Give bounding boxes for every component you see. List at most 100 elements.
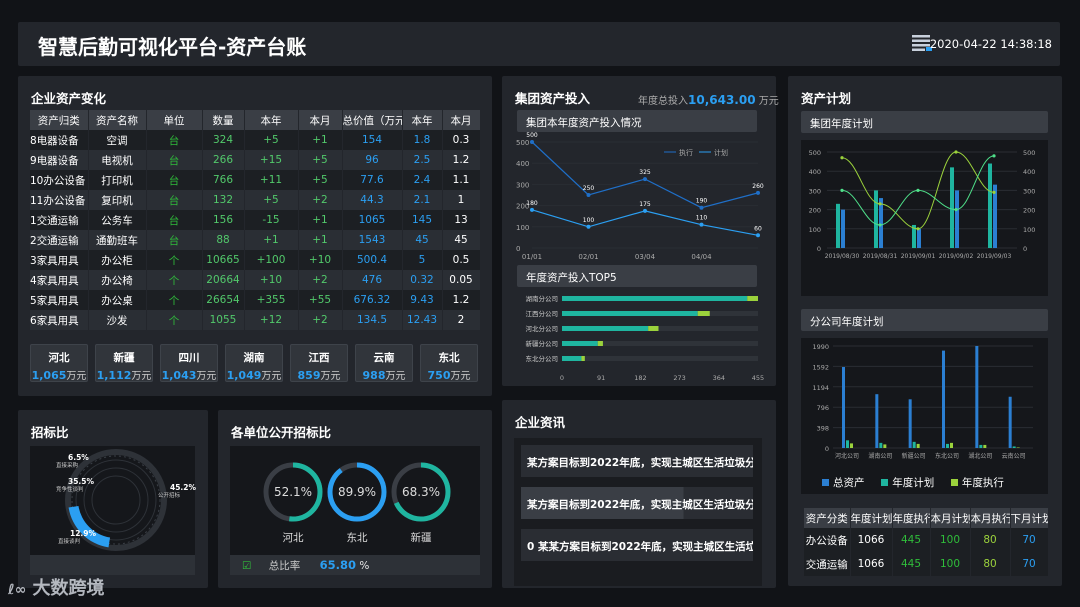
data-point <box>643 208 647 213</box>
logo-icon: ℓ∞ <box>8 582 27 598</box>
data-label: 110 <box>696 215 708 222</box>
bar <box>842 367 845 448</box>
y-tick-right: 0 <box>1023 245 1027 253</box>
table-row[interactable]: 5家具用具 办公桌个 26654 +355 +55 676.32 9.43 1.2 <box>30 290 481 310</box>
data-point <box>756 190 760 195</box>
data-label: 325 <box>639 169 651 176</box>
cell: 266 <box>202 150 245 170</box>
cell: 台 <box>146 130 203 150</box>
cell: 1066 <box>850 552 893 576</box>
cell: +10 <box>244 270 299 290</box>
cell: 2 <box>442 310 481 330</box>
data-label: 500 <box>526 132 538 139</box>
data-point <box>840 188 844 192</box>
calendar-icon[interactable] <box>912 35 932 51</box>
cell: 个 <box>146 310 203 330</box>
data-point <box>878 202 882 206</box>
cell-category: 9电器设备 <box>30 150 89 170</box>
asset-plan-title: 资产计划 <box>801 91 852 106</box>
legend-label: 执行 <box>679 148 693 157</box>
cell: 10665 <box>202 250 245 270</box>
y-tick: 300 <box>516 181 529 189</box>
table-row[interactable]: 1交通运输 公务车台 156 -15 +1 1065 145 13 <box>30 210 481 230</box>
table-row[interactable]: 10办公设备 打印机台 766 +11 +5 77.6 2.4 1.1 <box>30 170 481 190</box>
bar-track <box>562 341 758 346</box>
asset-change-title: 企业资产变化 <box>31 91 107 106</box>
news-item[interactable]: 某方案目标到2022年底，实现主城区生活垃圾分类 <box>521 445 753 477</box>
bar <box>874 190 878 248</box>
region-card[interactable]: 新疆 1,112万元 <box>95 344 153 382</box>
region-value: 750万元 <box>421 367 477 382</box>
data-label: 175 <box>639 201 651 208</box>
cell: 766 <box>202 170 245 190</box>
bar <box>562 341 598 346</box>
x-tick: 2019/09/02 <box>939 253 974 260</box>
y-tick: 200 <box>809 207 821 215</box>
region-name: 江西 <box>308 352 330 364</box>
column-header: 本年 <box>244 110 299 130</box>
bar <box>912 441 916 448</box>
legend-label: 计划 <box>714 148 728 157</box>
region-amount: 988 <box>362 369 386 382</box>
bar <box>988 163 992 248</box>
region-card[interactable]: 湖南 1,049万元 <box>225 344 283 382</box>
cell: +5 <box>244 130 299 150</box>
bar <box>946 443 949 448</box>
y-tick: 100 <box>516 224 529 232</box>
y-tick: 400 <box>516 160 529 168</box>
region-card[interactable]: 四川 1,043万元 <box>160 344 218 382</box>
data-point <box>699 222 704 227</box>
table-row[interactable]: 2交通运输 通勤班车台 88 +1 +1 1543 45 45 <box>30 230 481 250</box>
region-value: 1,112万元 <box>96 367 152 382</box>
x-tick: 新疆公司 <box>902 452 926 460</box>
table-row[interactable]: 9电器设备 电视机台 266 +15 +5 96 2.5 1.2 <box>30 150 481 170</box>
group-investment-panel: 集团资产投入 年度总投入10,643.00 万元 集团本年度资产投入情况 0 10… <box>502 76 779 386</box>
region-card[interactable]: 东北 750万元 <box>420 344 478 382</box>
table-row[interactable]: 办公设备 1066 445 100 80 70 <box>804 528 1049 552</box>
bar <box>581 356 585 361</box>
table-row[interactable]: 8电器设备 空调台 324 +5 +1 154 1.8 0.3 <box>30 130 481 150</box>
category-label: 江西分公司 <box>526 309 559 318</box>
legend-exec: 年度执行 <box>950 477 1004 489</box>
table-row[interactable]: 交通运输 1066 445 100 80 70 <box>804 552 1049 576</box>
cell: 100 <box>930 528 971 552</box>
table-row[interactable]: 4家具用具 办公椅个 20664 +10 +2 476 0.32 0.05 <box>30 270 481 290</box>
data-label: 190 <box>696 198 708 205</box>
bar <box>979 444 983 448</box>
legend-total: 总资产 <box>822 477 865 489</box>
category-name: 家具用具 <box>36 294 79 307</box>
table-row[interactable]: 11办公设备 复印机台 132 +5 +2 44.3 2.1 1 <box>30 190 481 210</box>
y-tick-right: 500 <box>1023 149 1035 157</box>
cell: 96 <box>342 150 403 170</box>
column-header: 本月执行 <box>970 508 1011 528</box>
region-card[interactable]: 河北 1,065万元 <box>30 344 88 382</box>
cell: +2 <box>298 270 343 290</box>
cell: 0.05 <box>442 270 481 290</box>
region-card[interactable]: 江西 859万元 <box>290 344 348 382</box>
bar <box>955 190 959 248</box>
data-point <box>586 224 591 229</box>
watermark-logo: ℓ∞ 大数跨境 <box>8 578 105 599</box>
table-row[interactable]: 6家具用具 沙发个 1055 +12 +2 134.5 12.43 2 <box>30 310 481 330</box>
cell: -15 <box>244 210 299 230</box>
cell-category: 5家具用具 <box>30 290 89 310</box>
bar <box>912 224 916 248</box>
x-tick: 云南公司 <box>1002 452 1026 460</box>
cell-category: 6家具用具 <box>30 310 89 330</box>
data-point <box>756 233 760 238</box>
news-item[interactable]: 0 某某方案目标到2022年底，实现主城区生活垃圾分类 <box>521 529 753 561</box>
cell-category: 2交通运输 <box>30 230 89 250</box>
bid-ratio-title: 招标比 <box>31 425 69 440</box>
region-card[interactable]: 云南 988万元 <box>355 344 413 382</box>
table-row[interactable]: 3家具用具 办公柜个 10665 +100 +10 500.4 5 0.5 <box>30 250 481 270</box>
region-unit: 万元 <box>450 371 471 382</box>
column-header: 本月 <box>298 110 343 130</box>
bar <box>950 167 954 248</box>
tick-ring <box>71 455 161 545</box>
news-item[interactable]: 某方案目标到2022年底，实现主城区生活垃圾分类 <box>521 487 753 519</box>
total-ratio-bar: ☑ 总比率 65.80 % <box>230 555 480 575</box>
column-header: 年度执行 <box>892 508 931 528</box>
bar <box>648 326 659 331</box>
cell: +355 <box>244 290 299 310</box>
